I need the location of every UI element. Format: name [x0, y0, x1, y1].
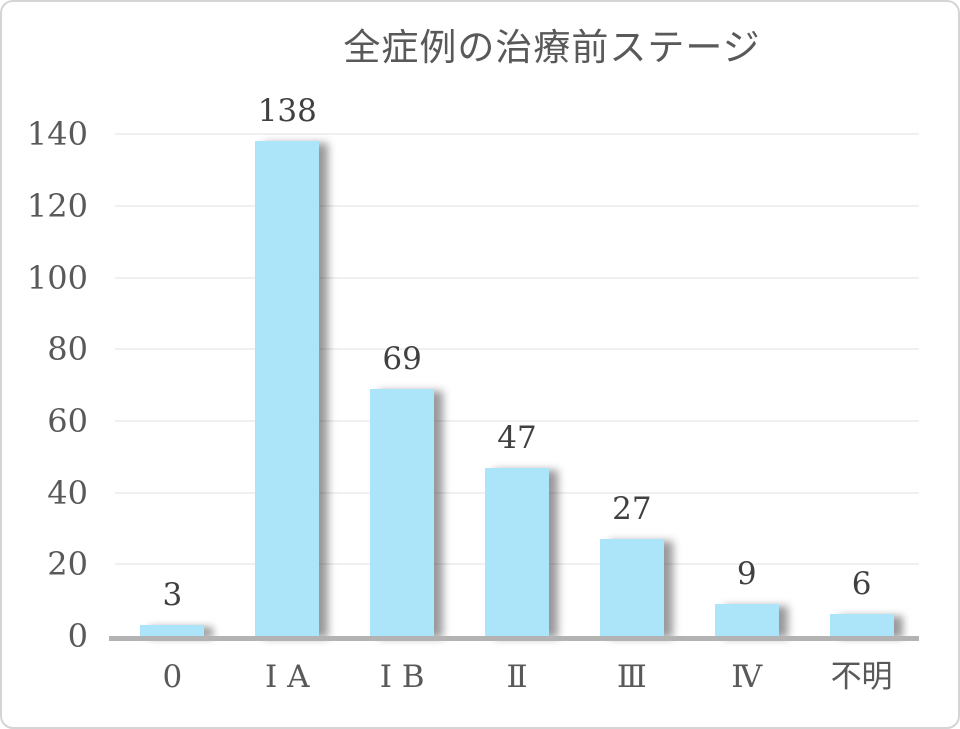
x-axis-line: [109, 636, 919, 641]
bar: [140, 625, 205, 636]
y-tick-label: 20: [47, 545, 88, 584]
x-tick-label: 不明: [830, 659, 893, 695]
x-tick-label: Ⅰ B: [379, 659, 425, 695]
bar: [714, 604, 779, 636]
gridline: [115, 419, 919, 422]
bar: [370, 389, 435, 636]
y-tick-label: 80: [47, 330, 88, 369]
bar: [255, 141, 320, 636]
gridline: [115, 276, 919, 279]
gridline: [115, 133, 919, 136]
y-tick-label: 120: [26, 186, 88, 225]
bar: [829, 614, 894, 636]
y-tick-label: 60: [47, 401, 88, 440]
x-tick-label: Ⅳ: [731, 659, 763, 695]
bar-value-label: 47: [497, 420, 537, 456]
y-tick-label: 100: [26, 258, 88, 297]
gridline: [115, 348, 919, 351]
gridline: [115, 204, 919, 207]
bar-value-label: 138: [257, 93, 317, 129]
x-tick-label: Ⅰ A: [265, 659, 310, 695]
chart-title: 全症例の治療前ステージ: [343, 26, 761, 69]
bar-value-label: 27: [612, 491, 652, 527]
bar-value-label: 6: [851, 566, 872, 602]
x-tick-label: 0: [162, 659, 183, 695]
bar-value-label: 9: [736, 556, 757, 592]
bar: [485, 468, 549, 636]
x-tick-label: Ⅱ: [506, 659, 528, 695]
y-tick-label: 140: [26, 115, 88, 154]
bar-value-label: 69: [382, 341, 422, 377]
x-tick-label: Ⅲ: [616, 659, 647, 695]
y-tick-label: 0: [67, 617, 88, 655]
y-tick-label: 40: [47, 473, 88, 512]
bar-value-label: 3: [162, 577, 183, 613]
bar: [599, 539, 664, 636]
